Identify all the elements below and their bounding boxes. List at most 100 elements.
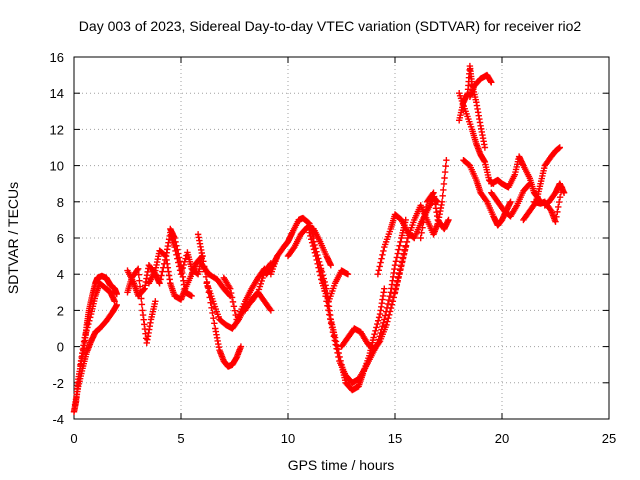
data-point <box>209 309 216 317</box>
data-point <box>85 320 92 328</box>
data-point <box>374 320 381 328</box>
y-axis-label: SDTVAR / TECUs <box>5 182 21 294</box>
data-point <box>330 333 338 340</box>
data-point <box>419 224 426 231</box>
data-point <box>420 219 427 226</box>
data-point <box>211 320 218 327</box>
data-point <box>556 144 563 151</box>
data-point <box>328 324 336 331</box>
data-point <box>374 271 382 278</box>
data-point <box>375 314 383 321</box>
series-track-5 <box>124 265 159 347</box>
series-track-3 <box>77 280 118 368</box>
data-point <box>255 286 263 293</box>
data-point <box>482 197 490 204</box>
series-track-24 <box>466 71 495 101</box>
data-point <box>418 229 425 237</box>
data-point <box>306 229 313 236</box>
data-point <box>445 216 452 224</box>
data-point <box>488 79 495 86</box>
data-point <box>389 298 397 305</box>
series-track-30 <box>541 180 568 209</box>
data-point <box>317 267 325 274</box>
data-point <box>311 241 318 249</box>
y-tick-label: 8 <box>57 195 64 210</box>
y-tick-label: -2 <box>52 376 64 391</box>
data-point <box>87 314 94 321</box>
data-point <box>334 349 341 357</box>
series-track-14 <box>284 223 334 269</box>
data-point <box>398 261 405 269</box>
x-axis-label: GPS time / hours <box>288 457 395 473</box>
data-point <box>324 302 331 309</box>
y-tick-label: -4 <box>52 412 64 427</box>
data-point <box>335 353 342 361</box>
y-tick-labels: -4 -2 0 2 4 6 8 10 12 14 16 <box>50 50 64 427</box>
data-point <box>84 324 91 331</box>
data-point <box>231 307 239 314</box>
series-track-23 <box>456 90 497 187</box>
data-point <box>441 168 449 176</box>
data-point <box>325 306 332 314</box>
data-point <box>260 272 267 279</box>
data-point <box>390 294 397 301</box>
data-point <box>113 290 120 298</box>
data-point <box>397 238 404 246</box>
y-tick-label: 16 <box>50 50 64 65</box>
data-point <box>555 198 563 206</box>
x-tick-labels: 0 5 10 15 20 25 <box>70 431 616 446</box>
data-point <box>392 258 400 265</box>
data-point <box>161 252 169 259</box>
data-point <box>385 296 393 304</box>
data-point <box>159 268 166 275</box>
data-point <box>312 245 319 252</box>
data-point <box>422 203 430 211</box>
x-tick-label: 0 <box>70 431 77 446</box>
data-point <box>396 242 403 249</box>
series-track-6 <box>145 247 206 303</box>
data-point <box>136 283 144 290</box>
data-point <box>378 255 385 262</box>
data-point <box>525 181 533 188</box>
y-tick-label: 14 <box>50 86 64 101</box>
data-point <box>320 282 327 290</box>
data-point <box>307 232 314 240</box>
data-point <box>385 314 392 322</box>
data-point <box>321 287 328 295</box>
data-point <box>526 180 534 187</box>
data-point <box>137 289 144 296</box>
data-point <box>400 250 408 257</box>
series-track-7 <box>167 225 195 300</box>
data-point <box>403 238 411 246</box>
data-point <box>227 289 235 297</box>
data-point <box>316 261 324 269</box>
data-point <box>176 258 184 265</box>
axis-ticks <box>73 56 610 420</box>
data-point <box>175 250 182 257</box>
x-tick-label: 20 <box>495 431 509 446</box>
data-point <box>553 213 560 220</box>
data-point <box>152 298 159 305</box>
data-point <box>134 266 141 274</box>
data-point <box>397 265 404 273</box>
data-point <box>379 322 386 330</box>
x-tick-label: 15 <box>388 431 402 446</box>
data-point <box>443 156 450 164</box>
data-point <box>258 277 265 285</box>
data-point <box>229 298 237 306</box>
data-point <box>417 234 424 242</box>
data-point <box>376 263 383 270</box>
data-point <box>138 295 145 302</box>
data-point <box>386 292 394 300</box>
series-track-18 <box>338 243 409 354</box>
data-point <box>391 261 399 269</box>
data-point <box>140 286 147 293</box>
data-point <box>199 252 206 260</box>
data-point <box>379 251 386 259</box>
data-marks <box>70 62 568 415</box>
data-point <box>400 254 407 261</box>
data-point <box>208 304 215 312</box>
series-track-27 <box>488 180 534 220</box>
series-track-12 <box>242 260 275 314</box>
data-point <box>395 273 402 280</box>
